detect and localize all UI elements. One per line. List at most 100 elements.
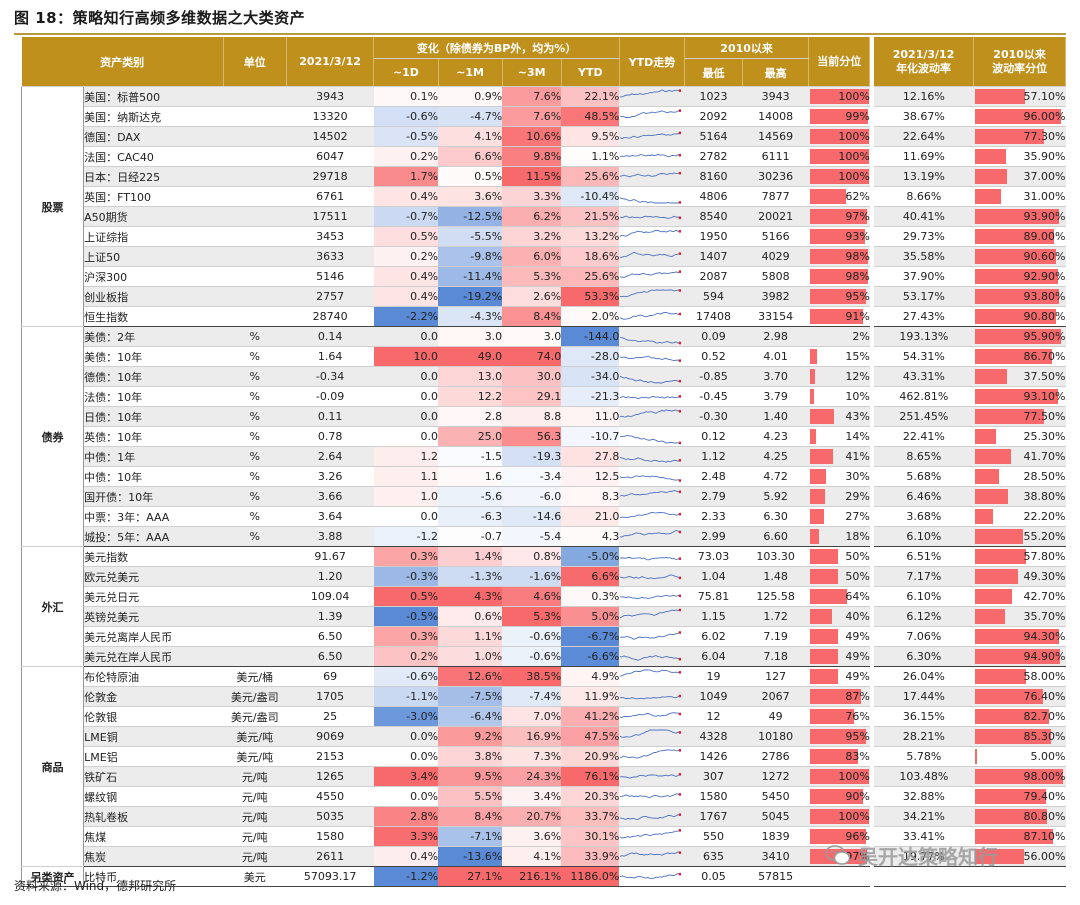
sparkline-line — [620, 271, 681, 278]
sparkline-endpoint — [678, 89, 682, 92]
table-row: 伦敦金 美元/盎司 1705 -1.1% -7.5% -7.4% 11.9% 1049 2067… — [22, 686, 1066, 707]
change-ytd: 2.0% — [561, 306, 620, 327]
volatility-value: 103.48% — [873, 766, 974, 787]
high-value: 5450 — [742, 786, 809, 807]
percentile-cell: 100% — [808, 766, 870, 787]
low-value: 75.81 — [684, 586, 743, 607]
change-ytd: 21.5% — [561, 206, 620, 227]
change-m1: -0.7 — [438, 526, 503, 547]
high-value: 4.01 — [742, 346, 809, 367]
ytd-sparkline — [619, 486, 685, 507]
change-d1: 0.1% — [373, 86, 439, 107]
change-d1: 0.4% — [373, 266, 439, 287]
current-value: 1705 — [286, 686, 374, 707]
change-ytd: 33.7% — [561, 806, 620, 827]
table-row: LME铝 美元/吨 2153 0.0% 3.8% 7.3% 20.9% 1426 2786 83%… — [22, 746, 1066, 767]
vol-percentile-bar — [974, 849, 1025, 864]
volatility-value: 32.88% — [873, 786, 974, 807]
sparkline-line — [620, 574, 681, 580]
percentile-value: 100% — [838, 770, 870, 783]
unit-cell: % — [223, 446, 287, 467]
change-m3: -19.3 — [502, 446, 562, 467]
sparkline-line — [620, 655, 681, 661]
unit-cell — [223, 286, 287, 307]
percentile-cell: 95% — [808, 286, 870, 307]
current-value: 1265 — [286, 766, 374, 787]
current-value: 1.39 — [286, 606, 374, 627]
change-ytd: -6.6% — [561, 646, 620, 667]
sparkline-endpoint — [678, 657, 682, 661]
low-value: 2.99 — [684, 526, 743, 547]
low-value: 1.15 — [684, 606, 743, 627]
change-m1: 49.0 — [438, 346, 503, 367]
current-value: 1580 — [286, 826, 374, 847]
current-value: 6761 — [286, 186, 374, 207]
table-row: 英国：FT100 6761 0.4% 3.6% 3.3% -10.4% 4806 7877 62… — [22, 186, 1066, 207]
sparkline-line — [620, 829, 681, 839]
sparkline-endpoint — [678, 712, 682, 716]
change-m1: 1.0% — [438, 646, 503, 667]
low-value: 0.09 — [684, 326, 743, 347]
percentile-value: 50% — [845, 550, 870, 563]
volatility-value: 29.73% — [873, 226, 974, 247]
sparkline-endpoint — [678, 252, 682, 255]
change-ytd: 9.5% — [561, 126, 620, 147]
percentile-cell: 100% — [808, 806, 870, 827]
current-value: 4550 — [286, 786, 374, 807]
sparkline-endpoint — [678, 813, 682, 816]
change-m3: -6.0 — [502, 486, 562, 507]
change-m3: 3.6% — [502, 826, 562, 847]
vol-percentile-bar — [974, 649, 1060, 664]
vol-percentile-value: 58.00% — [1023, 670, 1066, 683]
percentile-value: 10% — [845, 390, 870, 403]
change-d1: 0.0 — [373, 406, 439, 427]
vol-percentile-bar — [974, 369, 1008, 384]
ytd-sparkline — [619, 606, 685, 627]
vol-percentile-value: 37.00% — [1023, 170, 1066, 183]
sparkline-line — [620, 434, 681, 444]
volatility-value: 6.10% — [873, 586, 974, 607]
percentile-bar — [809, 469, 827, 484]
volatility-value — [873, 866, 974, 887]
sparkline-line — [620, 132, 681, 140]
table-row: 铁矿石 元/吨 1265 3.4% 9.5% 24.3% 76.1% 307 1272 100% 1… — [22, 766, 1066, 787]
ytd-sparkline — [619, 746, 685, 767]
change-d1: 0.3% — [373, 626, 439, 647]
percentile-cell: 62% — [808, 186, 870, 207]
high-value: 1.72 — [742, 606, 809, 627]
change-m3: 7.6% — [502, 106, 562, 127]
change-m1: -7.5% — [438, 686, 503, 707]
high-value: 1.40 — [742, 406, 809, 427]
change-d1: -0.6% — [373, 106, 439, 127]
vol-percentile-value: 31.00% — [1023, 190, 1066, 203]
vol-percentile-cell: 94.90% — [973, 646, 1066, 667]
vol-percentile-bar — [974, 769, 1063, 784]
high-value: 1839 — [742, 826, 809, 847]
percentile-bar — [809, 589, 847, 604]
percentile-bar — [809, 269, 868, 284]
header-vol-pct-label: 波动率分位 — [992, 61, 1048, 75]
asset-name: 美元兑离岸人民币 — [83, 626, 224, 647]
change-d1: -0.5% — [373, 606, 439, 627]
vol-percentile-bar — [974, 629, 1060, 644]
high-value: 7877 — [742, 186, 809, 207]
change-m1: 8.4% — [438, 806, 503, 827]
current-value: 6047 — [286, 146, 374, 167]
percentile-value: 100% — [838, 130, 870, 143]
change-d1: 0.4% — [373, 286, 439, 307]
change-d1: 1.1 — [373, 466, 439, 487]
low-value: 8540 — [684, 206, 743, 227]
percentile-value: 29% — [845, 490, 870, 503]
change-m1: 27.1% — [438, 866, 503, 887]
asset-name: 恒生指数 — [83, 306, 224, 327]
vol-percentile-bar — [974, 329, 1061, 344]
vol-percentile-cell: 25.30% — [973, 426, 1066, 447]
vol-percentile-cell: 82.70% — [973, 706, 1066, 727]
vol-percentile-value: 89.00% — [1023, 230, 1066, 243]
change-d1: 0.2% — [373, 646, 439, 667]
sparkline-line — [620, 695, 681, 700]
change-m1: 4.1% — [438, 126, 503, 147]
unit-cell — [223, 206, 287, 227]
asset-name: 上证50 — [83, 246, 224, 267]
change-ytd: 47.5% — [561, 726, 620, 747]
